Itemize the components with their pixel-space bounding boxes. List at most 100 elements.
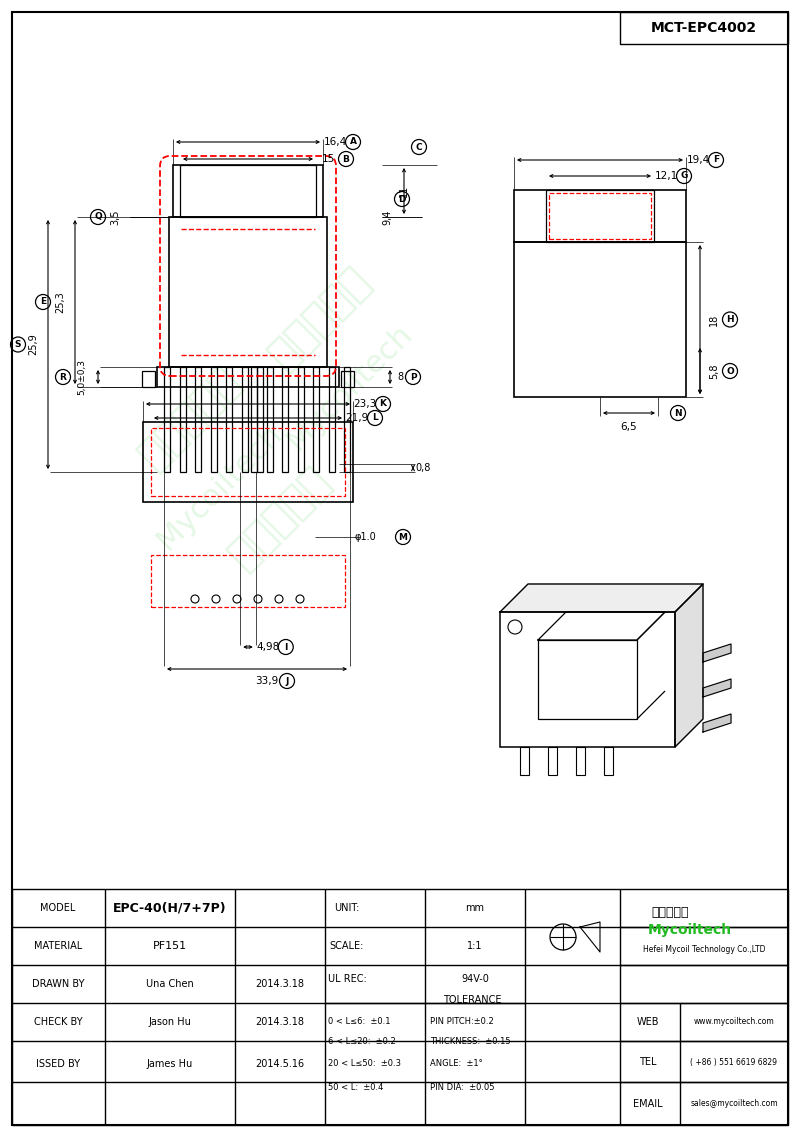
Text: 美可一科技: 美可一科技 xyxy=(261,258,379,376)
Bar xyxy=(210,367,217,472)
Text: E: E xyxy=(40,298,46,307)
Polygon shape xyxy=(675,584,703,747)
Text: C: C xyxy=(416,142,422,151)
Bar xyxy=(548,747,557,775)
Bar xyxy=(329,367,334,472)
Text: 15: 15 xyxy=(322,153,334,164)
Text: P: P xyxy=(410,373,416,382)
Bar xyxy=(195,367,201,472)
Text: ISSED BY: ISSED BY xyxy=(36,1059,80,1069)
Text: F: F xyxy=(713,156,719,165)
Bar xyxy=(341,371,354,387)
Text: PIN PITCH:±0.2: PIN PITCH:±0.2 xyxy=(430,1018,494,1027)
Text: 25,3: 25,3 xyxy=(55,291,65,313)
Text: ( +86 ) 551 6619 6829: ( +86 ) 551 6619 6829 xyxy=(690,1057,778,1067)
Text: K: K xyxy=(379,399,386,408)
Text: 8: 8 xyxy=(397,372,403,382)
Text: 11: 11 xyxy=(399,185,409,197)
Text: www.mycoiltech.com: www.mycoiltech.com xyxy=(694,1018,774,1027)
Text: 0,8: 0,8 xyxy=(415,463,430,473)
Text: EPC-40(H/7+7P): EPC-40(H/7+7P) xyxy=(113,902,227,914)
Text: Jason Hu: Jason Hu xyxy=(149,1016,191,1027)
Text: 9,4: 9,4 xyxy=(382,209,392,225)
Bar xyxy=(520,747,529,775)
Text: L: L xyxy=(372,414,378,423)
Text: 19,4: 19,4 xyxy=(686,155,710,165)
Text: Una Chen: Una Chen xyxy=(146,979,194,989)
Text: S: S xyxy=(14,340,22,349)
Bar xyxy=(538,640,637,719)
Text: 18: 18 xyxy=(709,314,719,325)
Text: 94V-0: 94V-0 xyxy=(461,974,489,984)
Bar xyxy=(143,422,353,503)
Text: 20 < L≤50:  ±0.3: 20 < L≤50: ±0.3 xyxy=(328,1060,401,1069)
Text: 25,9: 25,9 xyxy=(28,333,38,356)
Text: 麦可一科技: 麦可一科技 xyxy=(651,905,689,919)
Text: B: B xyxy=(342,155,350,164)
Bar xyxy=(173,165,323,217)
Text: M: M xyxy=(398,532,407,541)
Text: 0 < L≤6:  ±0.1: 0 < L≤6: ±0.1 xyxy=(328,1018,390,1027)
Text: 23,3: 23,3 xyxy=(354,399,377,409)
Text: sales@mycoiltech.com: sales@mycoiltech.com xyxy=(690,1099,778,1109)
Bar xyxy=(546,190,654,242)
Bar xyxy=(576,747,585,775)
Text: φ1.0: φ1.0 xyxy=(354,532,376,542)
Text: MCT-EPC4002: MCT-EPC4002 xyxy=(651,20,757,35)
Text: 6,5: 6,5 xyxy=(621,422,638,432)
Bar xyxy=(226,367,232,472)
Polygon shape xyxy=(703,679,731,697)
Text: 6 < L≤20:  ±0.2: 6 < L≤20: ±0.2 xyxy=(328,1037,396,1046)
Text: ANGLE:  ±1°: ANGLE: ±1° xyxy=(430,1060,482,1069)
Text: 33,9: 33,9 xyxy=(255,677,278,686)
Text: 16,4: 16,4 xyxy=(323,136,346,147)
Bar xyxy=(282,367,288,472)
Text: 2014.3.18: 2014.3.18 xyxy=(255,979,305,989)
Text: MODEL: MODEL xyxy=(40,903,76,913)
Bar xyxy=(344,367,350,472)
Text: 美可一科技: 美可一科技 xyxy=(131,358,249,476)
Text: 21,9: 21,9 xyxy=(346,413,369,423)
Text: 1:1: 1:1 xyxy=(467,941,482,951)
Text: A: A xyxy=(350,138,357,147)
Text: TEL: TEL xyxy=(639,1057,657,1067)
Text: 3,5: 3,5 xyxy=(110,209,120,225)
Bar xyxy=(266,367,273,472)
Text: TOLERANCE: TOLERANCE xyxy=(442,995,502,1005)
Text: Mycoiltech: Mycoiltech xyxy=(648,923,732,937)
Text: CHECK BY: CHECK BY xyxy=(34,1016,82,1027)
Bar xyxy=(151,555,345,607)
Text: PF151: PF151 xyxy=(153,941,187,951)
Text: Mycoiltech: Mycoiltech xyxy=(152,418,288,555)
Text: UNIT:: UNIT: xyxy=(334,903,360,913)
Bar xyxy=(514,242,686,397)
Text: 2014.5.16: 2014.5.16 xyxy=(255,1059,305,1069)
Bar xyxy=(549,193,651,239)
Bar xyxy=(157,367,339,387)
Bar xyxy=(151,428,345,496)
Bar xyxy=(142,371,155,387)
Text: SCALE:: SCALE: xyxy=(330,941,364,951)
Text: EMAIL: EMAIL xyxy=(633,1099,663,1109)
Polygon shape xyxy=(703,644,731,662)
Bar xyxy=(604,747,613,775)
Text: Q: Q xyxy=(94,213,102,222)
Text: 50 < L:  ±0.4: 50 < L: ±0.4 xyxy=(328,1082,383,1092)
Bar xyxy=(169,217,327,367)
Bar xyxy=(242,367,247,472)
Text: James Hu: James Hu xyxy=(147,1059,193,1069)
Text: Hefei Mycoil Technology Co.,LTD: Hefei Mycoil Technology Co.,LTD xyxy=(642,945,766,954)
Text: 2014.3.18: 2014.3.18 xyxy=(255,1016,305,1027)
Text: 4,98: 4,98 xyxy=(256,642,279,652)
Text: WEB: WEB xyxy=(637,1016,659,1027)
Text: D: D xyxy=(398,194,406,204)
Text: G: G xyxy=(680,172,688,181)
Polygon shape xyxy=(500,584,703,612)
Polygon shape xyxy=(703,714,731,732)
Text: PIN DIA:  ±0.05: PIN DIA: ±0.05 xyxy=(430,1082,494,1092)
Bar xyxy=(164,367,170,472)
Bar xyxy=(180,165,316,217)
Text: MATERIAL: MATERIAL xyxy=(34,941,82,951)
Text: mm: mm xyxy=(466,903,485,913)
Text: 5,0±0,3: 5,0±0,3 xyxy=(78,359,86,395)
